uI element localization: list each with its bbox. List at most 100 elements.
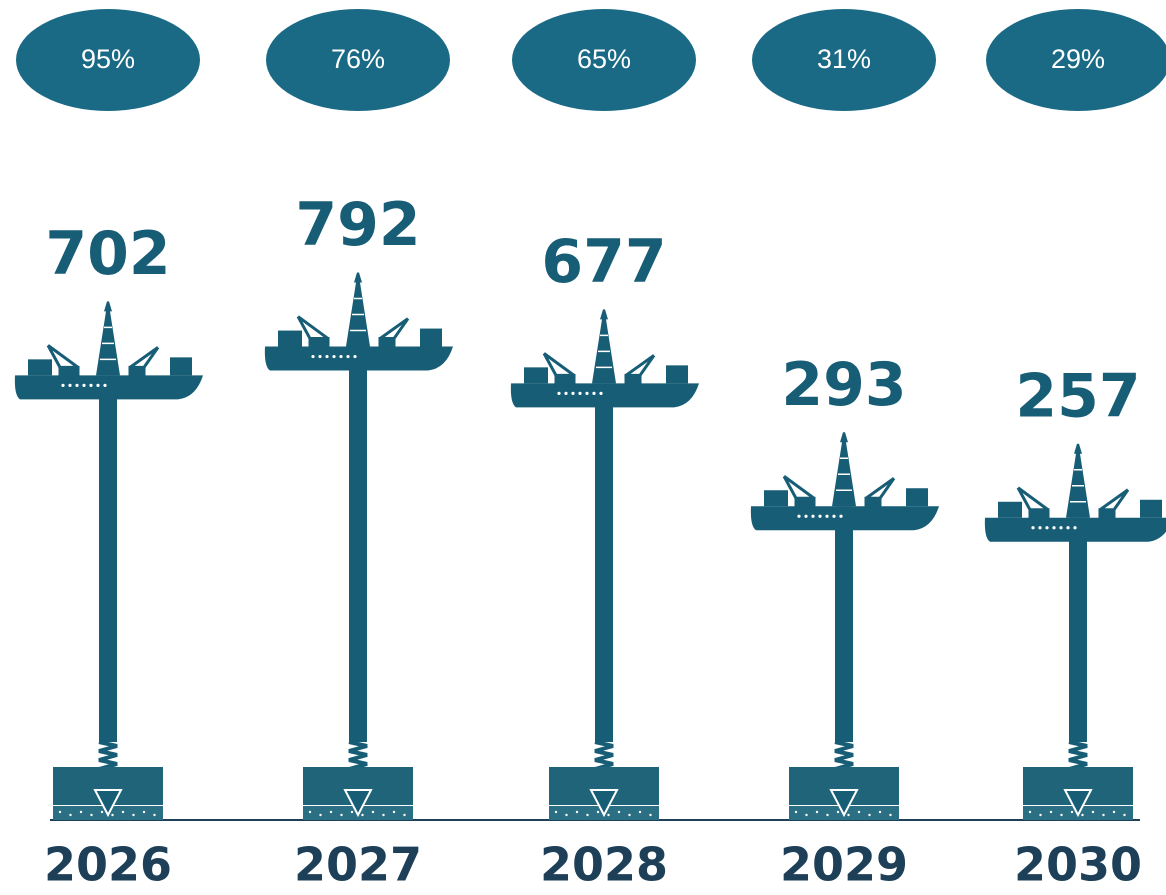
superstructure [170, 357, 192, 376]
derrick [1066, 443, 1090, 518]
gravel [1091, 810, 1095, 814]
derrick [592, 309, 616, 384]
gravel [1081, 813, 1084, 817]
porthole [318, 354, 322, 359]
porthole [578, 391, 582, 395]
category-label: 2028 [540, 838, 668, 892]
drill-tip [93, 789, 123, 818]
derrick [96, 301, 120, 376]
crane [1098, 488, 1130, 520]
drill-tip [1063, 789, 1093, 818]
porthole [325, 354, 329, 359]
porthole [1073, 526, 1077, 530]
crane [542, 352, 576, 385]
drill-pipe [99, 375, 117, 742]
gravel [805, 813, 808, 817]
value-label: 677 [541, 227, 666, 297]
gravel [617, 810, 621, 814]
porthole [353, 354, 357, 359]
gravel [121, 810, 125, 814]
ship-hull [510, 383, 699, 408]
gravel [836, 810, 840, 814]
gravel [586, 813, 589, 817]
superstructure [764, 490, 788, 507]
percent-label: 29% [1051, 44, 1105, 74]
crane [1016, 486, 1050, 520]
derrick-lattice [1070, 469, 1086, 503]
gravel [847, 813, 850, 817]
superstructure [28, 359, 52, 376]
gravel [628, 813, 631, 817]
porthole [1066, 526, 1070, 530]
ship-hull [984, 517, 1166, 542]
derrick-lattice [836, 457, 852, 491]
gravel [111, 813, 114, 817]
superstructure [278, 330, 302, 347]
crane [128, 346, 160, 377]
gravel [90, 813, 93, 817]
category-label: 2026 [44, 838, 172, 892]
percent-badge [512, 9, 696, 111]
gravel [403, 813, 406, 817]
derrick-lattice [100, 326, 116, 361]
gravel [58, 810, 62, 814]
gravel [79, 810, 83, 814]
crane [296, 315, 330, 349]
gravel [565, 813, 568, 817]
porthole [82, 383, 86, 387]
porthole [571, 391, 575, 395]
gravel [554, 810, 558, 814]
superstructure [420, 328, 442, 347]
value-label: 702 [45, 219, 170, 289]
gravel [1028, 810, 1032, 814]
derrick [832, 432, 856, 507]
porthole [599, 391, 603, 395]
porthole [797, 514, 801, 518]
superstructure [1140, 499, 1162, 518]
porthole [75, 383, 79, 387]
gravel [1123, 813, 1126, 817]
gravel [794, 810, 798, 814]
crane [624, 354, 656, 385]
percent-label: 95% [81, 44, 135, 74]
gravel [100, 810, 104, 814]
gravel [1070, 810, 1074, 814]
value-label: 792 [295, 190, 420, 260]
gravel [1102, 813, 1105, 817]
porthole [804, 514, 808, 518]
superstructure [524, 367, 548, 384]
porthole [89, 383, 93, 387]
drill-tip [343, 789, 373, 818]
drill-pipe [1069, 517, 1087, 742]
derrick-lattice [596, 334, 612, 369]
gravel [607, 813, 610, 817]
superstructure [666, 365, 688, 384]
crane [46, 344, 80, 377]
category-label: 2029 [780, 838, 908, 892]
gravel [361, 813, 364, 817]
porthole [832, 514, 836, 518]
gravel [1112, 810, 1116, 814]
percent-label: 65% [577, 44, 631, 74]
percent-badge [266, 9, 450, 111]
porthole [1059, 526, 1063, 530]
drill-tip [829, 789, 859, 818]
porthole [818, 514, 822, 518]
gravel [826, 813, 829, 817]
drill-pipe [349, 346, 367, 742]
porthole [346, 354, 350, 359]
porthole [839, 514, 843, 518]
porthole [311, 354, 315, 359]
drill-tip [589, 789, 619, 818]
drill-pipe [595, 383, 613, 742]
crane [378, 317, 410, 349]
porthole [592, 391, 596, 395]
gravel [153, 813, 156, 817]
gravel [382, 813, 385, 817]
gravel [308, 810, 312, 814]
porthole [103, 383, 107, 387]
gravel [142, 810, 146, 814]
gravel [1060, 813, 1063, 817]
porthole [96, 383, 100, 387]
gravel [638, 810, 642, 814]
